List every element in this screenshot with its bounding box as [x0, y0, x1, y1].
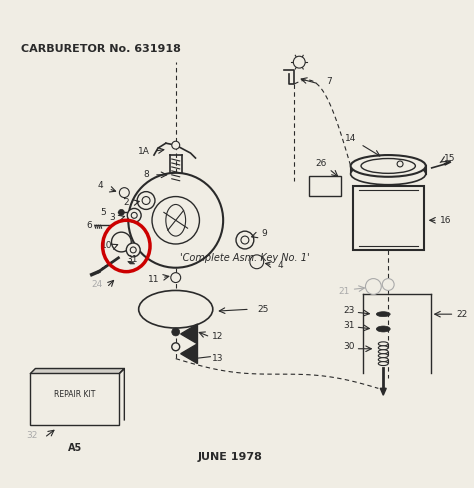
Text: 11: 11 [148, 275, 160, 284]
Bar [353, 186, 424, 250]
Text: 24: 24 [91, 280, 102, 289]
Text: 21: 21 [338, 287, 349, 296]
Text: 14: 14 [345, 134, 356, 143]
Text: 32: 32 [27, 431, 38, 440]
Circle shape [250, 255, 264, 269]
Ellipse shape [351, 155, 426, 177]
Ellipse shape [139, 290, 213, 328]
Circle shape [130, 247, 136, 253]
Circle shape [172, 328, 180, 336]
Text: 3: 3 [109, 213, 115, 222]
Text: 10: 10 [101, 242, 112, 250]
Text: 7: 7 [326, 78, 332, 86]
Circle shape [172, 141, 180, 149]
Bar [309, 176, 341, 196]
Circle shape [128, 208, 141, 222]
Bar [30, 373, 119, 425]
Text: 25: 25 [257, 305, 268, 314]
Text: 6: 6 [86, 221, 91, 230]
Text: 8: 8 [143, 170, 149, 179]
Text: 9: 9 [262, 229, 267, 238]
Text: 13: 13 [211, 354, 223, 363]
Circle shape [365, 279, 381, 294]
Text: 22: 22 [457, 310, 468, 319]
Circle shape [397, 161, 403, 167]
Text: REPAIR KIT: REPAIR KIT [54, 390, 96, 399]
Ellipse shape [166, 204, 186, 236]
Text: 4: 4 [278, 261, 283, 270]
Text: 4: 4 [98, 181, 103, 190]
Text: 16: 16 [440, 216, 451, 225]
Text: JUNE 1978: JUNE 1978 [198, 452, 263, 463]
Circle shape [236, 231, 254, 249]
Circle shape [137, 192, 155, 209]
Polygon shape [30, 368, 124, 373]
Text: 30: 30 [343, 342, 355, 351]
Ellipse shape [378, 350, 388, 354]
Ellipse shape [378, 358, 388, 362]
Ellipse shape [351, 163, 426, 184]
Text: 15: 15 [444, 154, 455, 163]
Circle shape [118, 209, 124, 215]
Text: 5: 5 [100, 208, 107, 217]
Circle shape [142, 197, 150, 204]
Text: 31: 31 [343, 321, 355, 329]
Circle shape [171, 273, 181, 283]
Circle shape [126, 243, 140, 257]
Text: 12: 12 [211, 332, 223, 342]
Circle shape [131, 212, 137, 218]
Circle shape [172, 343, 180, 351]
Ellipse shape [376, 326, 390, 332]
Polygon shape [181, 324, 198, 344]
Polygon shape [181, 344, 198, 364]
Polygon shape [380, 388, 386, 395]
Text: 2: 2 [124, 198, 129, 207]
Ellipse shape [378, 362, 388, 366]
Circle shape [152, 197, 200, 244]
Circle shape [241, 236, 249, 244]
Text: 'Complete Asm. Key No. 1': 'Complete Asm. Key No. 1' [180, 253, 310, 263]
Ellipse shape [376, 312, 390, 317]
Circle shape [119, 188, 129, 198]
Ellipse shape [378, 354, 388, 358]
Ellipse shape [378, 342, 388, 346]
Ellipse shape [378, 346, 388, 350]
Text: 23: 23 [343, 305, 355, 315]
Ellipse shape [361, 159, 415, 173]
Text: 1A: 1A [138, 146, 150, 156]
Text: 26: 26 [315, 160, 327, 168]
Circle shape [128, 173, 223, 268]
Text: CARBURETOR No. 631918: CARBURETOR No. 631918 [20, 44, 181, 54]
Circle shape [111, 232, 131, 252]
Text: 31: 31 [127, 255, 138, 264]
Circle shape [293, 56, 305, 68]
Circle shape [382, 279, 394, 290]
Text: A5: A5 [68, 443, 82, 452]
